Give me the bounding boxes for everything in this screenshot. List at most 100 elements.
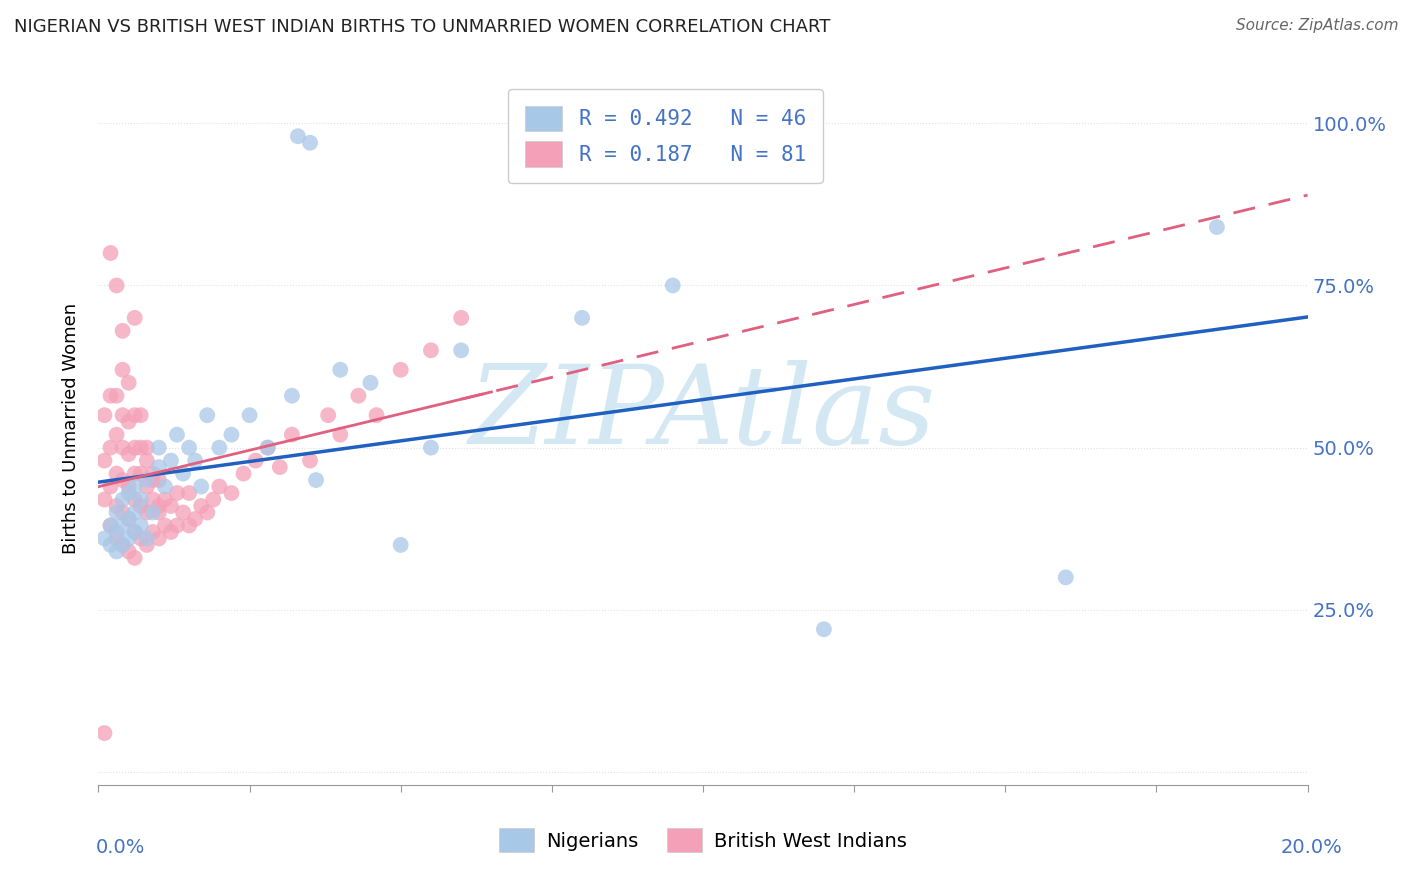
Point	[118, 447, 141, 461]
Point	[148, 499, 170, 513]
Point	[111, 538, 134, 552]
Point	[111, 492, 134, 507]
Legend: R = 0.492   N = 46, R = 0.187   N = 81: R = 0.492 N = 46, R = 0.187 N = 81	[508, 89, 823, 184]
Point	[360, 376, 382, 390]
Point	[329, 363, 352, 377]
Point	[135, 473, 157, 487]
Point	[135, 506, 157, 520]
Point	[105, 524, 128, 539]
Point	[105, 427, 128, 442]
Point	[160, 524, 183, 539]
Point	[111, 324, 134, 338]
Point	[184, 512, 207, 526]
Point	[172, 467, 194, 481]
Point	[179, 518, 201, 533]
Text: 20.0%: 20.0%	[1281, 838, 1343, 857]
Point	[148, 506, 170, 520]
Point	[299, 136, 322, 150]
Point	[93, 492, 115, 507]
Point	[281, 389, 304, 403]
Point	[105, 278, 128, 293]
Point	[256, 441, 278, 455]
Point	[172, 506, 194, 520]
Point	[179, 486, 201, 500]
Point	[329, 427, 352, 442]
Point	[166, 486, 188, 500]
Point	[105, 544, 128, 558]
Point	[93, 453, 115, 467]
Legend: Nigerians, British West Indians: Nigerians, British West Indians	[492, 821, 914, 860]
Point	[118, 415, 141, 429]
Point	[208, 441, 231, 455]
Point	[100, 538, 122, 552]
Point	[124, 492, 146, 507]
Point	[118, 486, 141, 500]
Point	[160, 499, 183, 513]
Point	[450, 343, 472, 358]
Point	[142, 467, 165, 481]
Point	[111, 506, 134, 520]
Point	[179, 441, 201, 455]
Point	[124, 408, 146, 422]
Point	[100, 441, 122, 455]
Text: 0.0%: 0.0%	[96, 838, 145, 857]
Point	[316, 408, 339, 422]
Point	[105, 389, 128, 403]
Point	[111, 473, 134, 487]
Point	[124, 441, 146, 455]
Point	[148, 473, 170, 487]
Point	[118, 544, 141, 558]
Point	[129, 441, 152, 455]
Point	[124, 524, 146, 539]
Point	[450, 310, 472, 325]
Point	[129, 408, 152, 422]
Point	[153, 479, 176, 493]
Point	[118, 512, 141, 526]
Point	[148, 532, 170, 546]
Point	[100, 246, 122, 260]
Point	[190, 499, 212, 513]
Point	[118, 376, 141, 390]
Point	[299, 453, 322, 467]
Point	[142, 473, 165, 487]
Point	[389, 538, 412, 552]
Point	[148, 441, 170, 455]
Point	[245, 453, 267, 467]
Point	[661, 278, 683, 293]
Point	[135, 453, 157, 467]
Point	[195, 506, 218, 520]
Point	[129, 499, 152, 513]
Point	[124, 550, 146, 565]
Point	[195, 408, 218, 422]
Point	[221, 427, 243, 442]
Point	[287, 129, 309, 144]
Point	[124, 506, 146, 520]
Point	[93, 726, 115, 740]
Point	[202, 492, 225, 507]
Point	[1206, 220, 1229, 235]
Point	[100, 389, 122, 403]
Point	[221, 486, 243, 500]
Point	[232, 467, 254, 481]
Point	[111, 363, 134, 377]
Point	[135, 538, 157, 552]
Point	[118, 532, 141, 546]
Point	[420, 343, 443, 358]
Point	[118, 512, 141, 526]
Point	[129, 532, 152, 546]
Point	[111, 518, 134, 533]
Point	[135, 532, 157, 546]
Point	[571, 310, 593, 325]
Point	[105, 499, 128, 513]
Point	[124, 310, 146, 325]
Point	[160, 453, 183, 467]
Point	[105, 467, 128, 481]
Point	[129, 467, 152, 481]
Point	[129, 518, 152, 533]
Text: ZIPAtlas: ZIPAtlas	[470, 360, 936, 467]
Y-axis label: Births to Unmarried Women: Births to Unmarried Women	[62, 302, 80, 554]
Text: Source: ZipAtlas.com: Source: ZipAtlas.com	[1236, 18, 1399, 33]
Point	[142, 506, 165, 520]
Point	[105, 506, 128, 520]
Text: NIGERIAN VS BRITISH WEST INDIAN BIRTHS TO UNMARRIED WOMEN CORRELATION CHART: NIGERIAN VS BRITISH WEST INDIAN BIRTHS T…	[14, 18, 831, 36]
